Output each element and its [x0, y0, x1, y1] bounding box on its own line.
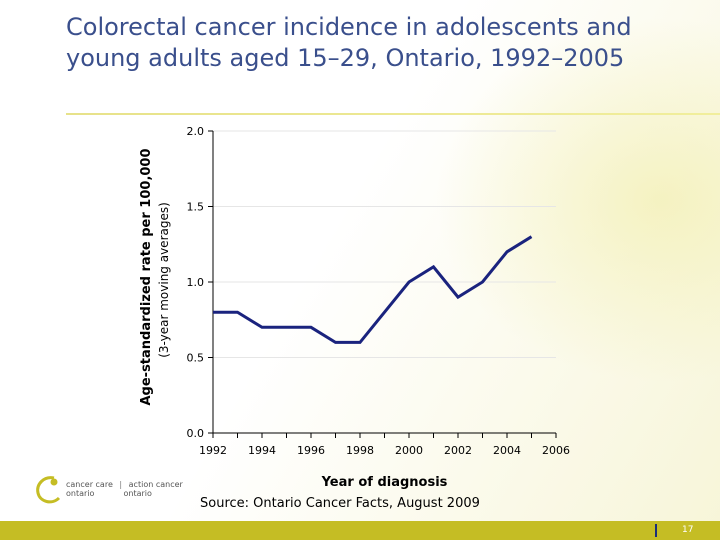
logo-swirl-icon [36, 476, 61, 504]
logo-left-line2: ontario [66, 489, 95, 498]
x-tick-label: 2006 [542, 444, 570, 457]
footer-bar [0, 521, 720, 540]
logo-right-line1: action cancer [128, 480, 183, 489]
y-tick-label: 1.0 [187, 276, 205, 289]
logo-right-line2: ontario [123, 489, 152, 498]
x-tick-label: 2002 [444, 444, 472, 457]
data-series [213, 235, 533, 344]
cancer-care-ontario-logo: cancer care | action cancer ontario onta… [34, 472, 224, 506]
footer-separator [655, 524, 657, 537]
x-tick-label: 1992 [199, 444, 227, 457]
y-axis-sublabel: (3-year moving averages) [157, 202, 171, 358]
logo-text: cancer care | action cancer ontario onta… [66, 480, 183, 498]
x-axis-label: Year of diagnosis [321, 475, 448, 490]
logo-separator: | [119, 480, 123, 489]
x-tick-label: 1998 [346, 444, 374, 457]
x-tick-label: 1994 [248, 444, 276, 457]
axes [208, 130, 557, 438]
gridlines [213, 130, 556, 358]
y-tick-label: 2.0 [187, 125, 205, 138]
y-tick-label: 0.0 [187, 427, 205, 440]
x-tick-label: 2004 [493, 444, 521, 457]
source-note: Source: Ontario Cancer Facts, August 200… [200, 496, 480, 511]
y-tick-label: 1.5 [187, 201, 205, 214]
tick-labels: 0.0 0.5 1.0 1.5 2.0 1992 1994 1996 1998 2000 2002 2… [187, 125, 571, 457]
page-number: 17 [682, 525, 694, 535]
y-tick-label: 0.5 [187, 352, 205, 365]
y-axis-label: Age-standardized rate per 100,000 [139, 148, 154, 405]
title-underline [66, 113, 720, 115]
series-line [213, 235, 533, 344]
slide-title: Colorectal cancer incidence in adolescen… [66, 13, 632, 72]
x-tick-label: 1996 [297, 444, 325, 457]
x-tick-label: 2000 [395, 444, 423, 457]
logo-left-line1: cancer care [66, 480, 113, 489]
